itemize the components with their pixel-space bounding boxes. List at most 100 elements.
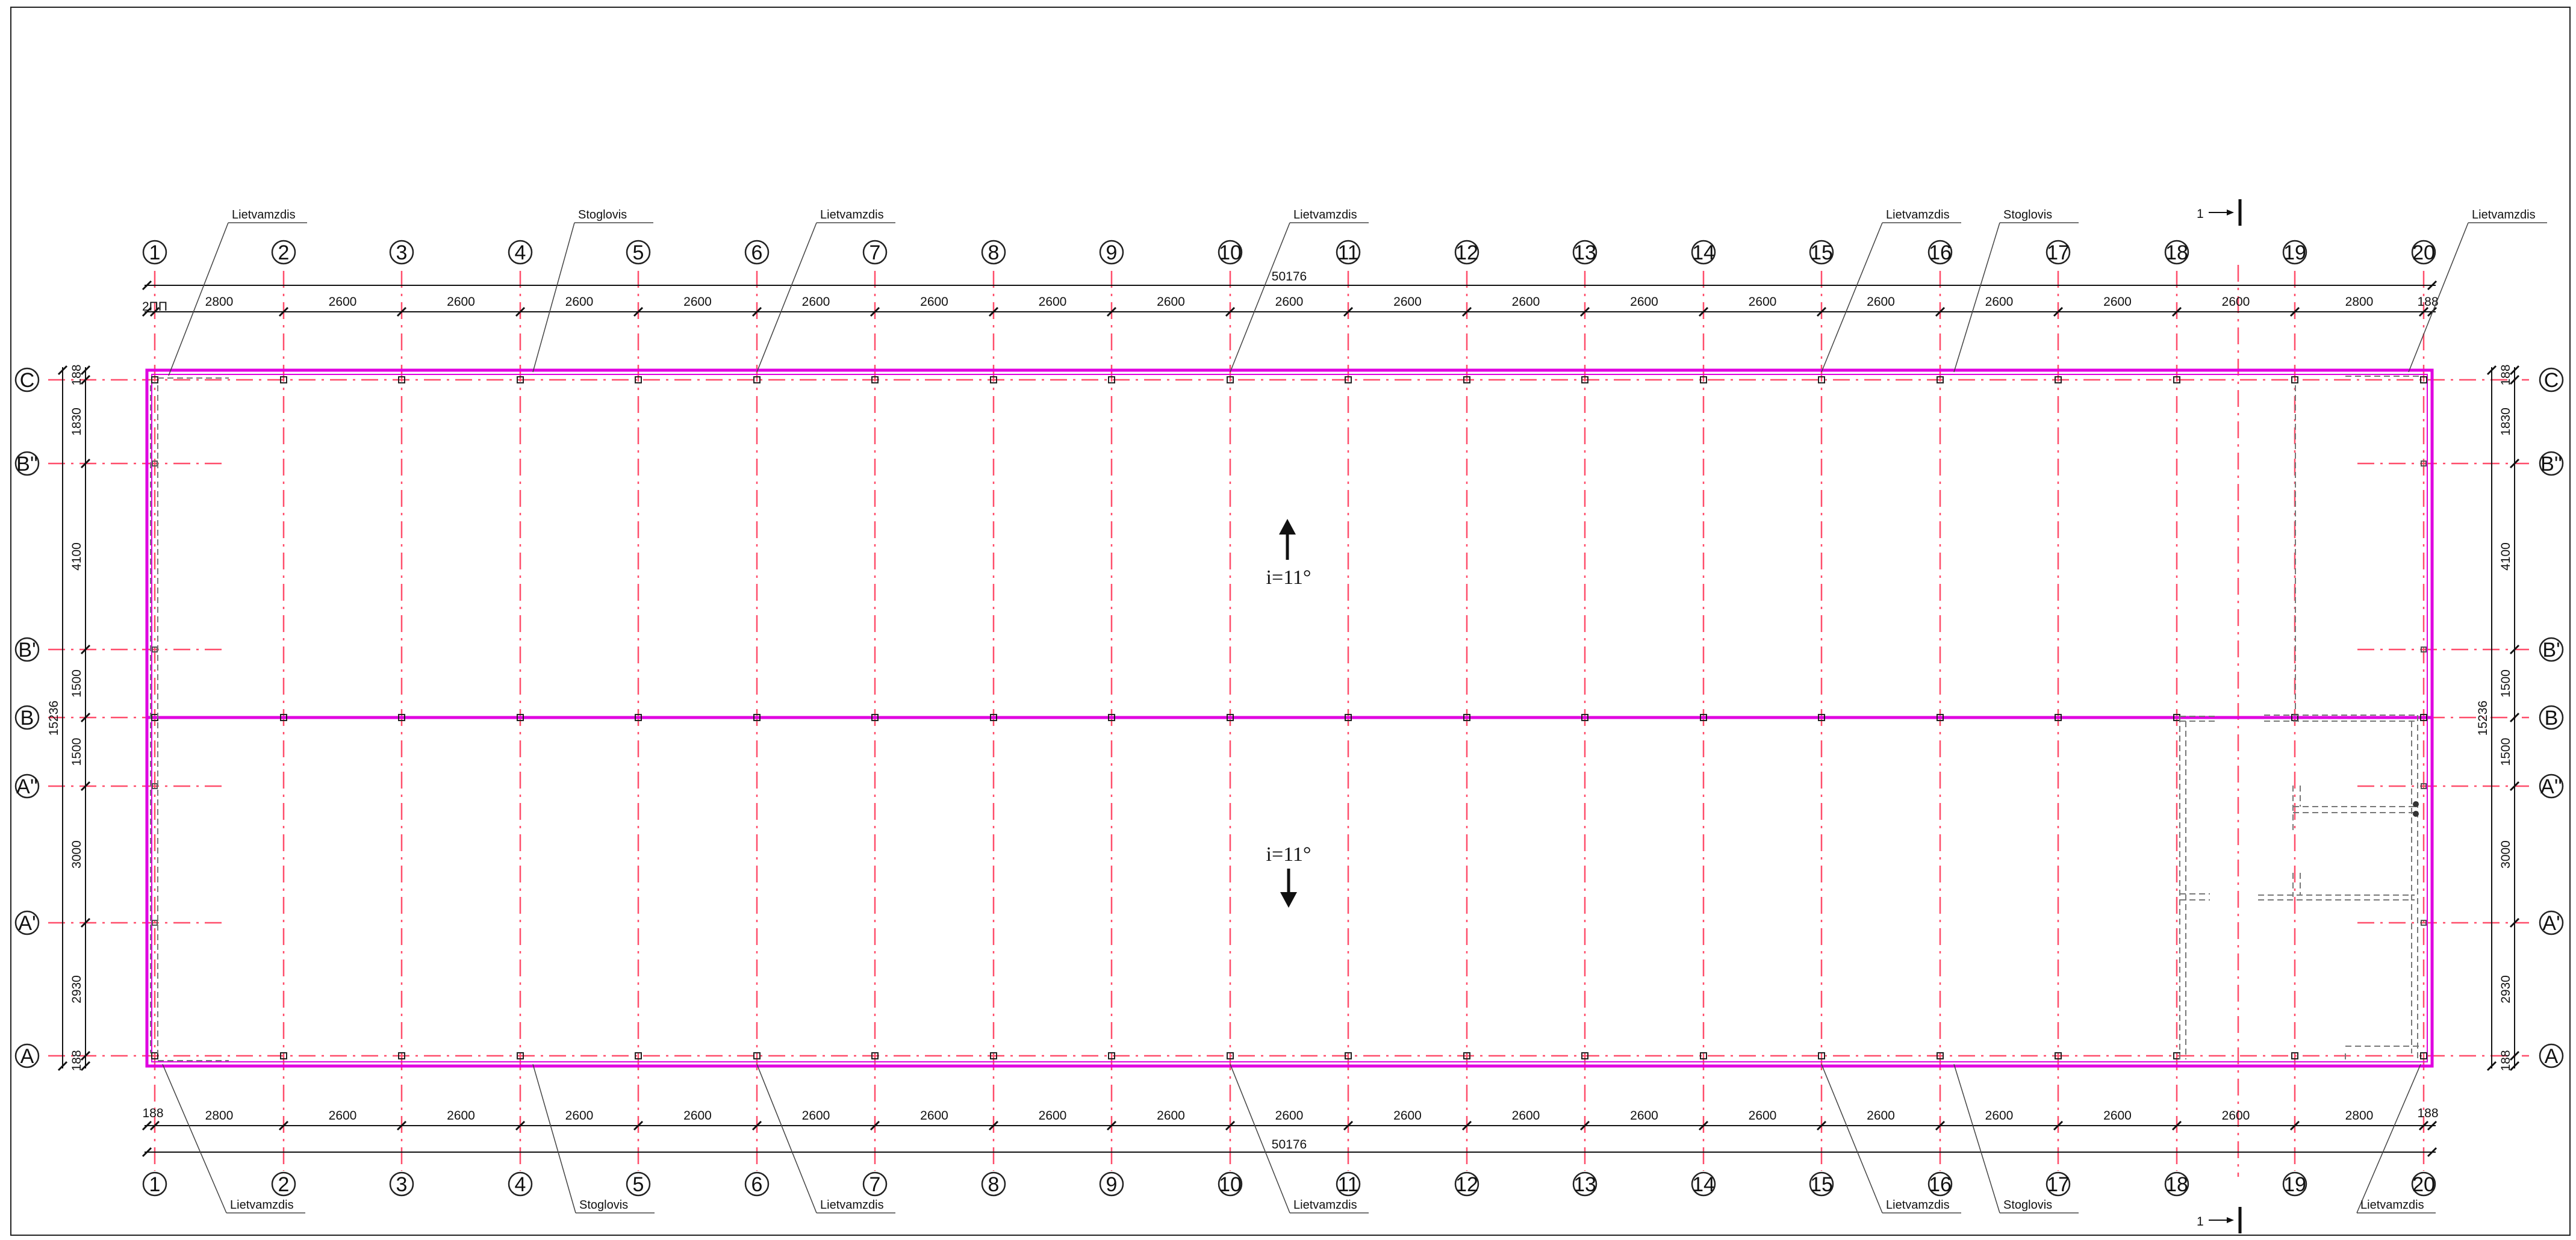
grid-label-left-B-circle: [14, 705, 40, 730]
grid-label-bottom-8: 8: [988, 1173, 1000, 1196]
column-marker: [635, 714, 642, 721]
dim-right-row-segment: 1830: [2499, 408, 2513, 436]
leader-label-bottom: Lietvamzdis: [1293, 1198, 1357, 1212]
column-marker: [398, 376, 405, 383]
column-marker: [1818, 376, 1825, 383]
column-marker: [1937, 714, 1944, 721]
dim-right-row-segment: 2930: [2499, 975, 2513, 1003]
grid-label-bottom-5: 5: [633, 1173, 644, 1196]
grid-label-left-A-circle: [14, 1043, 40, 1068]
column-marker: [1937, 376, 1944, 383]
grid-label-bottom-7: 7: [870, 1173, 881, 1196]
grid-label-bottom-4: 4: [515, 1173, 526, 1196]
dim-tick: [2427, 1120, 2438, 1131]
dim-top-segment-text: 2600: [1630, 295, 1658, 309]
column-marker: [1227, 1052, 1234, 1059]
dim-right-top-offset: 188: [2499, 364, 2513, 385]
leader-line: [532, 222, 575, 373]
column-marker: [2421, 783, 2427, 789]
column-marker: [517, 1052, 524, 1059]
grid-label-left-A2-circle: [14, 773, 40, 799]
dim-overall-right-text: 15236: [2476, 701, 2490, 736]
leader-line: [1953, 222, 2000, 373]
grid-label-bottom-5-circle: [626, 1171, 651, 1197]
slope-label-bottom: i=11°: [1266, 843, 1311, 866]
dim-tick: [2053, 306, 2064, 317]
leader-line: [756, 222, 817, 373]
dim-tick: [2509, 365, 2520, 376]
column-marker: [635, 376, 642, 383]
dim-tick: [142, 280, 152, 291]
grid-label-top-14: 14: [1692, 241, 1715, 264]
grid-label-bottom-4-circle: [508, 1171, 533, 1197]
grid-label-bottom-10-circle: [1218, 1171, 1243, 1197]
leader-line: [1821, 1064, 1883, 1214]
dim-right-bottom-offset: 188: [2499, 1050, 2513, 1071]
grid-label-right-A2: A'': [2540, 775, 2562, 798]
column-marker: [1581, 714, 1588, 721]
dim-tick: [80, 1050, 91, 1061]
grid-label-top-15: 15: [1810, 241, 1833, 264]
grid-label-top-2: 2: [278, 241, 290, 264]
column-marker: [635, 1052, 642, 1059]
grid-label-bottom-12: 12: [1455, 1173, 1478, 1196]
dim-top-segment-text: 2600: [1275, 295, 1304, 309]
dim-tick: [515, 306, 526, 317]
dim-bottom-segment-text: 2600: [683, 1109, 712, 1123]
grid-label-top-16-circle: [1927, 240, 1953, 265]
grid-label-right-B2: B'': [2540, 453, 2562, 476]
grid-label-top-8: 8: [988, 241, 1000, 264]
dim-tick: [1106, 306, 1117, 317]
column-marker: [753, 1052, 761, 1059]
dim-tick: [2509, 374, 2520, 385]
leader-line: [168, 222, 229, 376]
dim-bottom-left-offset: 188: [142, 1106, 163, 1120]
column-marker: [2420, 376, 2427, 383]
leader-line: [1230, 222, 1290, 373]
dim-bottom-segment-text: 2600: [1039, 1109, 1067, 1123]
dim-bottom-segment-text: 2600: [1157, 1109, 1185, 1123]
dim-overall-top-text: 50176: [1272, 270, 1307, 284]
dim-top-segment-text: 2600: [2103, 295, 2132, 309]
column-marker: [1108, 1052, 1115, 1059]
grid-label-left-B1-circle: [14, 637, 40, 662]
grid-label-left-A1-circle: [14, 910, 40, 935]
column-marker: [1463, 714, 1470, 721]
column-marker: [1463, 1052, 1470, 1059]
grid-label-left-A: A: [20, 1045, 34, 1068]
column-marker: [2421, 460, 2427, 467]
column-marker: [2420, 1052, 2427, 1059]
dim-tick: [1343, 306, 1354, 317]
dim-right-row-segment: 4100: [2499, 542, 2513, 571]
grid-label-bottom-9-circle: [1099, 1171, 1124, 1197]
leader-line: [1953, 1064, 2000, 1214]
dim-bottom-segment-text: 2600: [1630, 1109, 1658, 1123]
dim-left-row-segment: 1500: [70, 738, 84, 766]
column-marker: [517, 376, 524, 383]
section-arrowhead-top: [2227, 209, 2234, 215]
dim-tick: [2418, 1120, 2429, 1131]
dim-right-row-segment: 1500: [2499, 669, 2513, 698]
section-mark-top: 1: [2197, 207, 2204, 221]
column-marker: [2421, 646, 2427, 653]
grid-label-bottom-18-circle: [2164, 1171, 2189, 1197]
dim-top-segment-text: 2600: [1867, 295, 1895, 309]
grid-label-bottom-20-circle: [2411, 1171, 2436, 1197]
dim-tick: [1698, 1120, 1709, 1131]
leader-label-top: Lietvamzdis: [820, 208, 884, 222]
dim-top-left-offset: 2ΠΠ: [142, 300, 167, 314]
column-marker: [753, 376, 761, 383]
grid-bubbles: 1122334455667788991010111112121313141415…: [14, 240, 2564, 1197]
dim-top-segment-text: 2600: [2222, 295, 2250, 309]
grid-label-bottom-6: 6: [751, 1173, 763, 1196]
column-marker: [280, 1052, 287, 1059]
grid-label-bottom-10: 10: [1219, 1173, 1242, 1196]
column-marker: [1227, 376, 1234, 383]
column-marker: [1581, 1052, 1588, 1059]
column-marker: [398, 1052, 405, 1059]
leader-line: [1230, 1064, 1290, 1214]
dim-tick: [870, 1120, 880, 1131]
dim-tick: [2427, 280, 2438, 291]
dim-tick: [80, 781, 91, 792]
